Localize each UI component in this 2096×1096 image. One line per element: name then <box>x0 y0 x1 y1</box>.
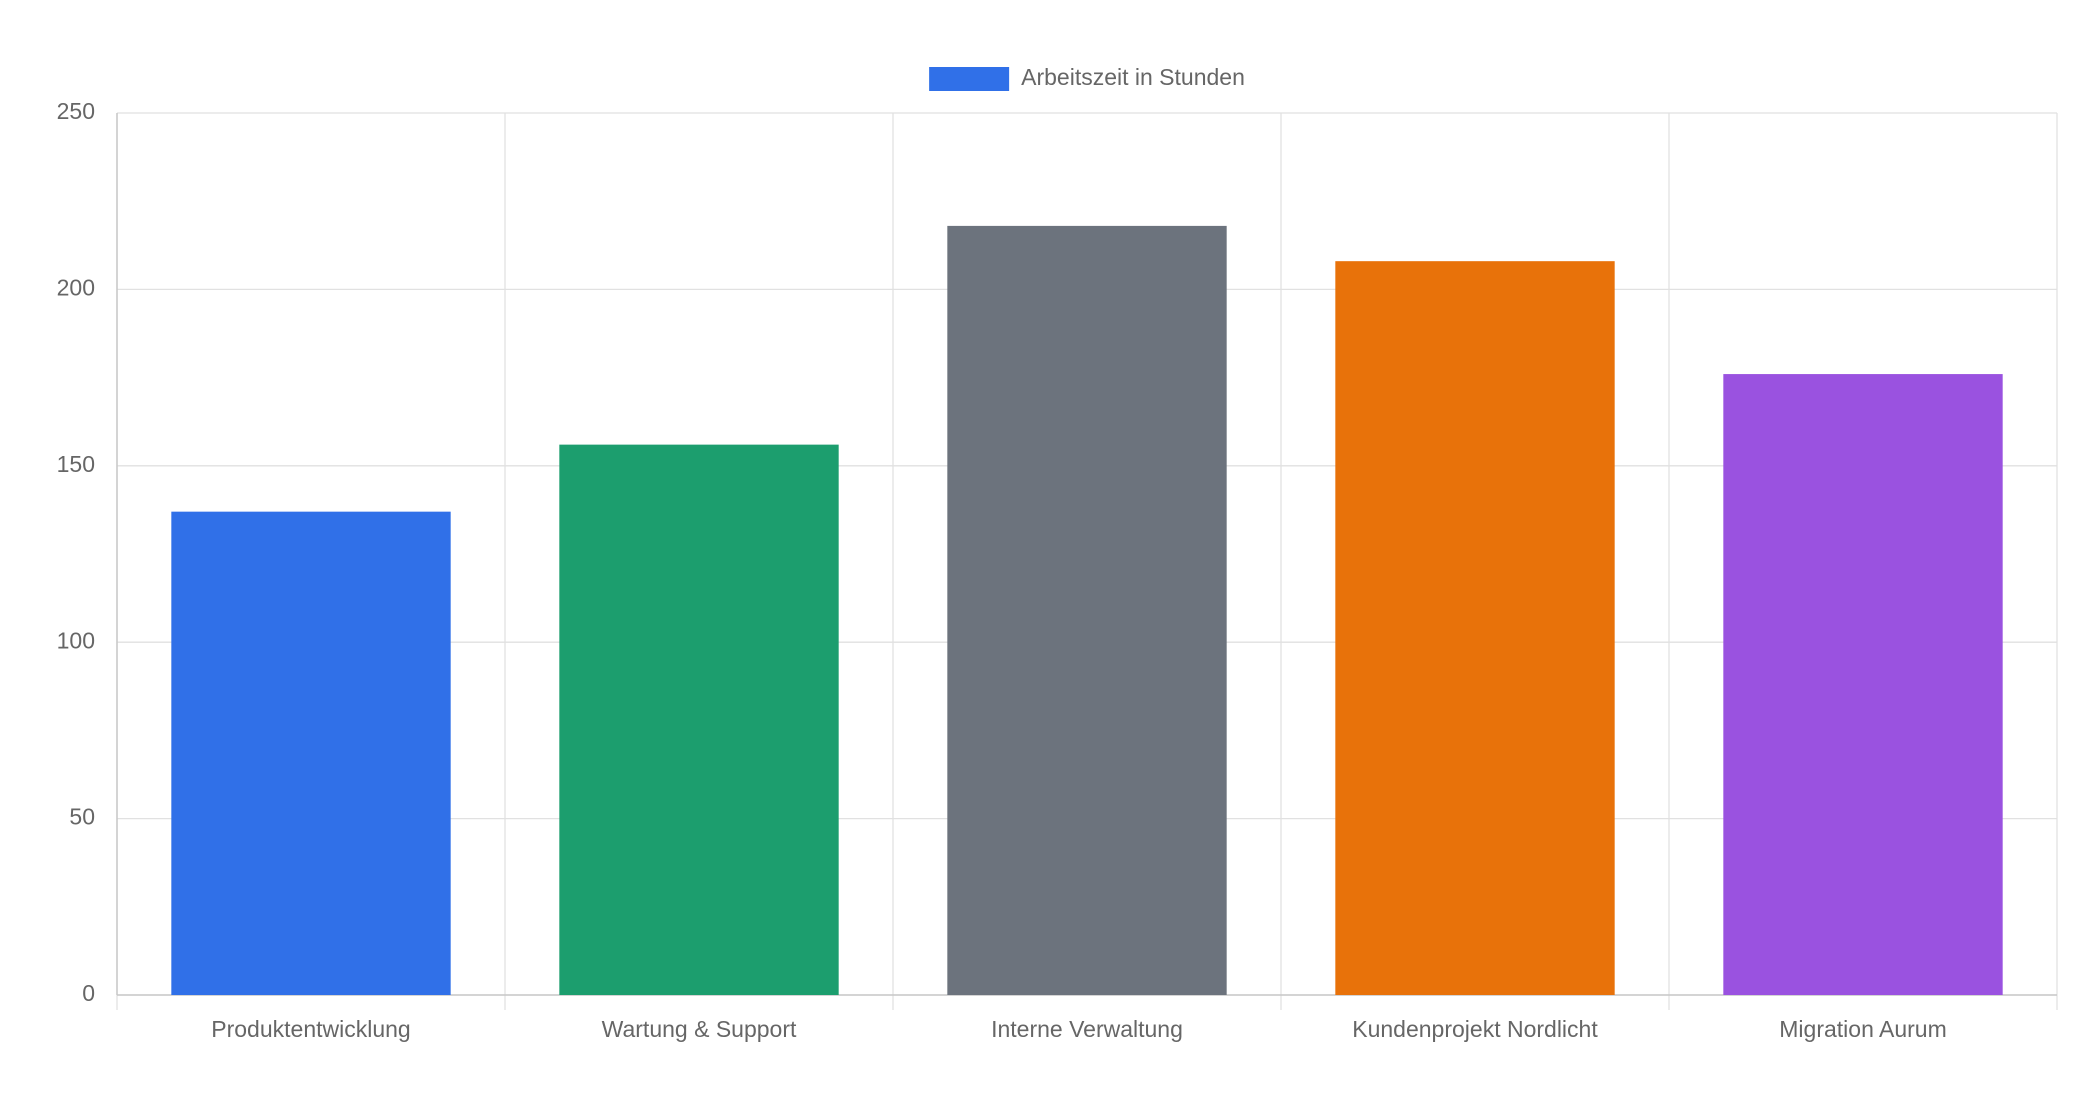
x-tick-label: Kundenprojekt Nordlicht <box>1352 1016 1598 1042</box>
legend-swatch <box>929 67 1010 91</box>
bar <box>1335 261 1615 995</box>
y-tick-label: 50 <box>69 804 95 830</box>
y-tick-label: 200 <box>57 274 95 300</box>
y-tick-label: 100 <box>57 627 95 653</box>
y-tick-label: 250 <box>57 98 95 124</box>
bar <box>947 225 1227 995</box>
x-tick-label: Interne Verwaltung <box>991 1016 1183 1042</box>
x-tick-label: Produktentwicklung <box>211 1016 410 1042</box>
bar <box>559 444 839 996</box>
y-tick-label: 0 <box>82 980 95 1006</box>
bar <box>1723 374 2003 995</box>
bar <box>171 511 451 995</box>
y-tick-label: 150 <box>57 451 95 477</box>
x-tick-label: Migration Aurum <box>1779 1016 1946 1042</box>
x-tick-label: Wartung & Support <box>602 1016 797 1042</box>
legend-label: Arbeitszeit in Stunden <box>1021 64 1245 90</box>
